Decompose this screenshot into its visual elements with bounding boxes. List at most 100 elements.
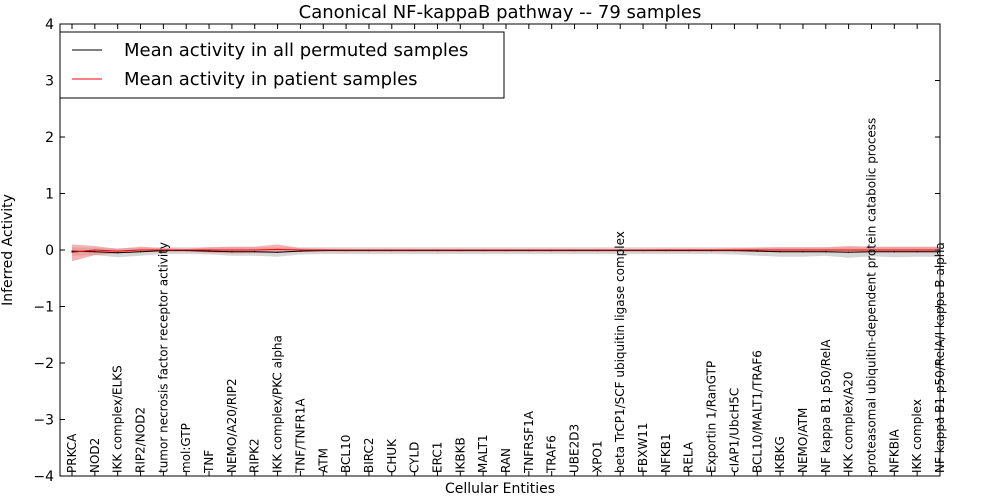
x-tick-label: RELA xyxy=(682,441,696,473)
x-tick-label: CHUK xyxy=(385,438,399,473)
y-tick-label: −4 xyxy=(33,469,54,485)
point-patient xyxy=(94,249,96,251)
point-patient xyxy=(551,249,553,251)
point-permuted xyxy=(870,251,873,253)
x-tick-label: ERC1 xyxy=(431,442,445,473)
point-patient xyxy=(185,249,187,251)
y-tick-label: 4 xyxy=(45,17,54,33)
y-tick-label: −1 xyxy=(33,300,54,316)
x-tick-label: FBXW11 xyxy=(636,423,650,474)
x-tick-label: NF kappa B1 p50/RelA/I kappa B alpha xyxy=(933,242,947,473)
point-permuted xyxy=(848,251,850,253)
x-tick-label: NEMO/ATM xyxy=(796,408,810,473)
legend-label-patient: Mean activity in patient samples xyxy=(124,69,418,90)
x-tick-label: RIPK2 xyxy=(248,438,262,473)
point-permuted xyxy=(117,252,119,254)
point-patient xyxy=(642,249,644,251)
x-tick-label: mol:GTP xyxy=(179,423,193,473)
point-patient xyxy=(893,249,895,251)
point-patient xyxy=(208,249,210,251)
point-patient xyxy=(139,249,142,251)
point-patient xyxy=(71,251,73,253)
point-patient xyxy=(802,249,804,251)
series-lines xyxy=(71,248,941,254)
x-tick-label: NFKBIA xyxy=(887,428,901,473)
x-tick-label: RAN xyxy=(499,448,513,473)
point-patient xyxy=(596,249,599,251)
point-patient xyxy=(870,249,873,251)
x-axis-ticks: PRKCA NOD2 IKK complex/ELKS RIP2/NOD2 tumor … xyxy=(65,24,947,476)
point-permuted xyxy=(208,250,210,252)
x-tick-label: MALT1 xyxy=(476,434,490,473)
point-patient xyxy=(345,249,347,251)
x-tick-label: TNF xyxy=(202,450,216,474)
x-tick-label: IKK complex/PKC alpha xyxy=(271,335,285,473)
point-permuted xyxy=(756,250,758,252)
point-patient xyxy=(733,249,736,251)
x-tick-label: tumor necrosis factor receptor activity xyxy=(156,242,170,473)
y-tick-label: −3 xyxy=(33,413,54,429)
point-patient xyxy=(162,249,164,251)
x-tick-label: Exportin 1/RanGTP xyxy=(705,361,719,473)
point-patient xyxy=(848,249,850,251)
x-tick-label: IKBKB xyxy=(453,437,467,473)
x-tick-label: TRAF6 xyxy=(545,435,559,474)
point-patient xyxy=(573,249,576,251)
x-tick-label: IKBKG xyxy=(773,436,787,473)
point-patient xyxy=(391,249,393,251)
legend-label-permuted: Mean activity in all permuted samples xyxy=(124,40,468,61)
x-tick-label: NOD2 xyxy=(88,438,102,473)
point-permuted xyxy=(139,251,142,253)
point-patient xyxy=(482,249,484,251)
point-patient xyxy=(779,249,781,251)
x-tick-label: IKK complex xyxy=(910,399,924,473)
point-permuted xyxy=(299,250,301,252)
x-tick-label: NF kappa B1 p50/RelA xyxy=(819,339,833,473)
point-patient xyxy=(231,249,233,251)
point-patient xyxy=(254,249,256,251)
y-tick-label: 0 xyxy=(45,243,54,259)
point-patient xyxy=(528,249,530,251)
y-tick-label: −2 xyxy=(33,356,54,372)
x-tick-label: UBE2D3 xyxy=(568,424,582,473)
legend: Mean activity in all permuted samples Me… xyxy=(59,31,505,99)
point-permuted xyxy=(916,251,918,253)
point-patient xyxy=(299,249,301,251)
point-patient xyxy=(665,249,667,251)
point-patient xyxy=(414,249,416,251)
y-tick-label: 3 xyxy=(45,74,54,90)
x-tick-label: BCL10 xyxy=(339,435,353,473)
x-tick-label: NEMO/A20/RIP2 xyxy=(225,378,239,473)
x-tick-label: IKK complex/A20 xyxy=(842,372,856,473)
point-patient xyxy=(505,249,507,251)
x-tick-label: BCL10/MALT1/TRAF6 xyxy=(750,350,764,473)
y-tick-label: 1 xyxy=(45,187,54,203)
point-patient xyxy=(277,248,279,250)
band-patient xyxy=(72,244,940,262)
y-tick-label: 2 xyxy=(45,130,54,146)
point-patient xyxy=(688,249,690,251)
x-tick-label: TNF/TNFR1A xyxy=(293,398,307,474)
y-axis-ticks: −4 −3 −2 −1 0 1 2 3 4 xyxy=(33,17,940,485)
point-permuted xyxy=(71,250,73,252)
y-axis-label: Inferred Activity xyxy=(0,194,16,306)
point-patient xyxy=(436,249,439,251)
x-tick-label: NFKB1 xyxy=(659,433,673,473)
x-tick-label: XPO1 xyxy=(590,440,604,473)
point-permuted xyxy=(893,251,895,253)
point-permuted xyxy=(94,251,96,253)
x-tick-label: beta TrCP1/SCF ubiquitin ligase complex xyxy=(613,231,627,473)
x-tick-label: BIRC2 xyxy=(362,437,376,473)
point-permuted xyxy=(779,251,781,253)
x-tick-label: CYLD xyxy=(408,442,422,473)
x-tick-label: proteasomal ubiquitin-dependent protein … xyxy=(865,118,879,473)
point-patient xyxy=(459,249,461,251)
point-permuted xyxy=(825,251,827,253)
point-permuted xyxy=(254,251,256,253)
point-patient xyxy=(117,250,119,252)
legend-box xyxy=(59,31,505,99)
x-tick-label: RIP2/NOD2 xyxy=(134,407,148,473)
x-axis-label: Cellular Entities xyxy=(445,481,555,497)
x-tick-label: ATM xyxy=(316,448,330,473)
